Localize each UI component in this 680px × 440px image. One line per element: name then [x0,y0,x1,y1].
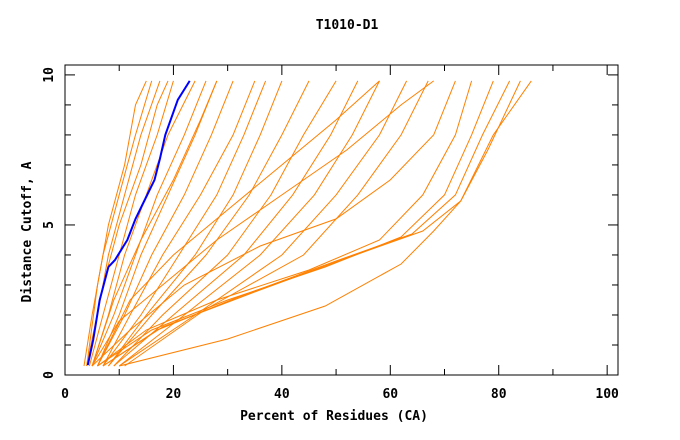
model-line-21 [119,80,521,367]
model-line-2 [86,80,161,367]
model-line-14 [118,80,380,367]
model-line-24 [97,80,380,367]
model-line-25 [91,80,218,367]
model-line-13 [113,80,359,367]
model-line-5 [91,80,207,367]
model-line-4 [91,80,196,367]
chart-title: T1010-D1 [316,18,379,33]
x-tick-label: 60 [382,387,398,402]
model-line-8 [102,80,256,367]
x-tick-label: 0 [61,387,69,402]
x-tick-label: 100 [595,387,619,402]
model-line-27 [86,80,147,367]
model-line-15 [118,80,408,367]
model-line-7 [97,80,234,367]
model-line-19 [102,80,511,367]
model-line-22 [91,80,456,367]
model-line-17 [97,80,473,367]
highlight-model-line [86,80,191,366]
y-tick-label: 0 [42,371,57,379]
model-line-23 [91,80,434,367]
x-tick-label: 20 [166,387,182,402]
x-tick-label: 80 [491,387,507,402]
y-axis-label: Distance Cutoff, A [20,161,35,302]
model-line-16 [124,80,429,367]
model-line-1 [83,80,153,367]
model-line-20 [102,80,532,367]
model-line-6 [97,80,218,367]
plot-frame [64,64,619,376]
model-line-3 [88,80,174,367]
axis-ticks: 0 20 40 60 80 100 0 5 10 [42,65,619,402]
model-line-10 [107,80,283,367]
y-tick-label: 5 [42,221,57,229]
y-tick-label: 10 [42,67,57,83]
model-line-11 [108,80,310,367]
model-line-9 [102,80,267,367]
x-tick-label: 40 [274,387,290,402]
x-axis-label: Percent of Residues (CA) [240,409,428,424]
model-line-18 [97,80,494,367]
series-lines [83,80,532,367]
model-line-12 [113,80,337,367]
